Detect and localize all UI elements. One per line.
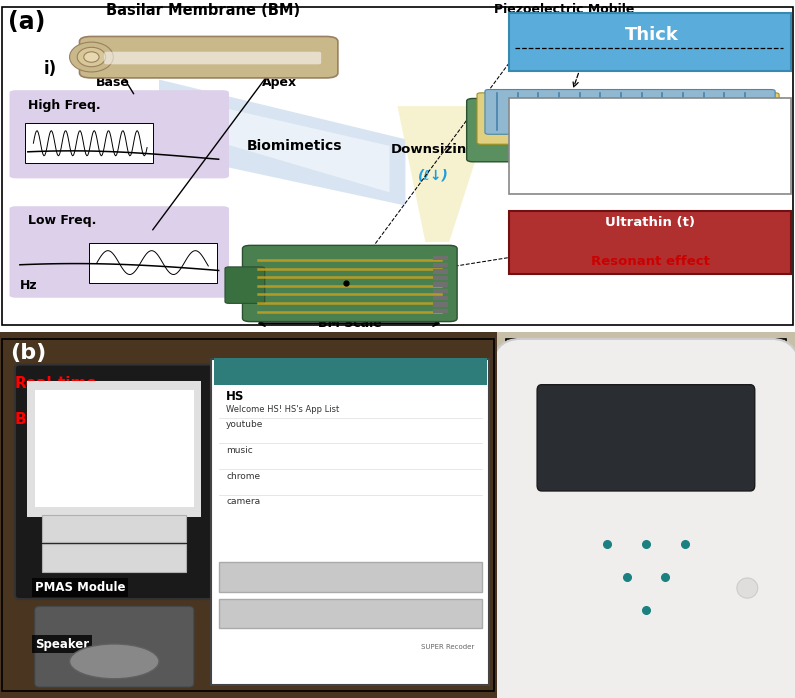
FancyBboxPatch shape <box>433 283 448 287</box>
Text: music: music <box>226 446 253 455</box>
FancyBboxPatch shape <box>89 243 217 283</box>
Text: Welcome HS! HS's App List: Welcome HS! HS's App List <box>226 405 339 414</box>
Ellipse shape <box>70 644 159 678</box>
Text: Thick: Thick <box>625 26 679 44</box>
Text: i): i) <box>44 60 57 77</box>
Text: Speaker: Speaker <box>35 637 89 651</box>
Text: (a): (a) <box>8 10 45 34</box>
Text: (ℓ↓): (ℓ↓) <box>418 169 448 183</box>
FancyBboxPatch shape <box>433 262 448 267</box>
FancyBboxPatch shape <box>211 359 490 685</box>
FancyBboxPatch shape <box>225 267 265 304</box>
FancyBboxPatch shape <box>214 358 487 385</box>
Text: $\propto$: $\propto$ <box>556 135 572 154</box>
FancyBboxPatch shape <box>509 98 791 194</box>
Text: SUPER Recoder: SUPER Recoder <box>421 644 475 651</box>
FancyBboxPatch shape <box>35 390 194 507</box>
Polygon shape <box>159 80 405 206</box>
FancyBboxPatch shape <box>477 93 779 144</box>
FancyBboxPatch shape <box>10 90 229 179</box>
FancyBboxPatch shape <box>42 515 186 542</box>
Text: Hz: Hz <box>20 279 37 292</box>
FancyBboxPatch shape <box>485 89 775 134</box>
FancyBboxPatch shape <box>491 339 795 698</box>
FancyBboxPatch shape <box>509 211 791 274</box>
FancyBboxPatch shape <box>15 364 214 599</box>
Text: Real-time: Real-time <box>15 376 98 390</box>
FancyBboxPatch shape <box>433 289 448 293</box>
FancyBboxPatch shape <box>497 332 795 698</box>
FancyBboxPatch shape <box>219 563 482 592</box>
Text: Biometrics: Biometrics <box>15 412 107 427</box>
FancyBboxPatch shape <box>537 385 754 491</box>
FancyBboxPatch shape <box>0 332 497 698</box>
FancyBboxPatch shape <box>433 256 448 260</box>
FancyBboxPatch shape <box>242 246 457 322</box>
Text: TEST: TEST <box>336 572 364 582</box>
Text: $\dfrac{t}{l^2}$: $\dfrac{t}{l^2}$ <box>584 125 600 163</box>
Text: (b): (b) <box>10 343 46 362</box>
Text: TEST: TEST <box>102 524 127 533</box>
FancyBboxPatch shape <box>433 276 448 280</box>
Text: Ultrathin (t): Ultrathin (t) <box>605 216 696 229</box>
Text: (c): (c) <box>509 343 542 362</box>
Text: Biomimetics: Biomimetics <box>246 139 342 153</box>
FancyBboxPatch shape <box>433 309 448 313</box>
Text: youtube: youtube <box>226 420 263 429</box>
Text: Resonant effect: Resonant effect <box>591 255 710 269</box>
Text: END: END <box>339 609 363 618</box>
Text: $\sqrt{\dfrac{E}{\rho}}$: $\sqrt{\dfrac{E}{\rho}}$ <box>636 122 672 166</box>
Text: Basilar Membrane (BM): Basilar Membrane (BM) <box>106 3 300 18</box>
FancyBboxPatch shape <box>27 381 201 517</box>
FancyBboxPatch shape <box>467 98 785 162</box>
Text: $f_R$: $f_R$ <box>521 134 537 155</box>
Text: Piezoelectric Mobile
Acoustic Sensor: Piezoelectric Mobile Acoustic Sensor <box>494 3 634 31</box>
FancyBboxPatch shape <box>42 544 186 572</box>
Text: END: END <box>103 553 126 563</box>
FancyBboxPatch shape <box>35 607 194 687</box>
FancyBboxPatch shape <box>433 302 448 306</box>
Text: Miniaturized to
BM Scale: Miniaturized to BM Scale <box>297 302 403 330</box>
FancyBboxPatch shape <box>219 599 482 628</box>
Text: camera: camera <box>226 497 260 506</box>
Polygon shape <box>187 100 390 192</box>
Text: chrome: chrome <box>226 472 260 480</box>
Text: HS: HS <box>226 390 244 403</box>
FancyBboxPatch shape <box>104 52 321 64</box>
FancyBboxPatch shape <box>80 36 338 78</box>
Text: Low Freq.: Low Freq. <box>28 214 96 227</box>
Ellipse shape <box>77 47 106 67</box>
FancyBboxPatch shape <box>10 206 229 298</box>
Ellipse shape <box>83 52 99 62</box>
Ellipse shape <box>737 578 758 598</box>
Text: Apex: Apex <box>262 64 297 89</box>
FancyBboxPatch shape <box>433 269 448 274</box>
Text: KAIST: KAIST <box>231 364 270 378</box>
FancyBboxPatch shape <box>509 13 791 71</box>
Text: PMAS Module: PMAS Module <box>35 581 126 594</box>
Text: High Freq.: High Freq. <box>28 100 100 112</box>
FancyBboxPatch shape <box>25 124 153 163</box>
Ellipse shape <box>70 42 113 72</box>
Text: Base: Base <box>95 70 130 89</box>
FancyBboxPatch shape <box>433 296 448 300</box>
Text: Downsizing: Downsizing <box>390 142 476 156</box>
Polygon shape <box>398 106 493 242</box>
